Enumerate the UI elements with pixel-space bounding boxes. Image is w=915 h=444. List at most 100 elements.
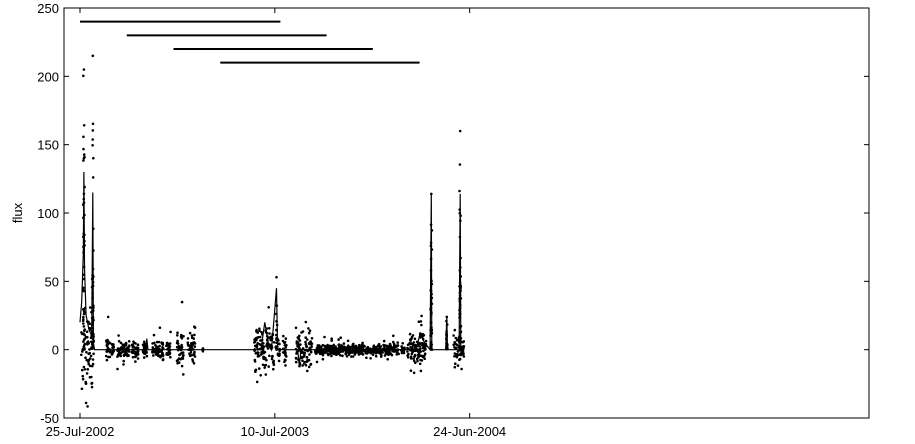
data-point xyxy=(454,347,457,350)
data-point xyxy=(304,320,308,324)
data-point xyxy=(418,335,422,339)
data-point xyxy=(456,350,460,353)
data-point xyxy=(158,354,161,358)
data-point xyxy=(87,360,90,364)
data-point xyxy=(307,327,310,330)
data-point xyxy=(328,352,331,355)
data-point xyxy=(274,345,278,349)
data-point xyxy=(445,333,448,337)
data-point xyxy=(416,344,420,348)
data-point xyxy=(82,338,86,341)
data-point xyxy=(126,354,129,358)
data-point xyxy=(330,344,333,348)
data-point xyxy=(192,362,196,365)
data-point xyxy=(412,341,416,344)
data-point xyxy=(91,318,95,322)
data-point xyxy=(345,355,349,358)
data-point xyxy=(400,351,404,355)
data-point xyxy=(301,347,305,351)
data-point xyxy=(85,350,88,354)
data-point xyxy=(134,352,138,355)
x-tick-label: 24-Jun-2004 xyxy=(433,424,506,439)
data-point xyxy=(325,348,328,352)
data-point xyxy=(304,360,307,364)
data-point xyxy=(81,347,85,351)
data-point xyxy=(419,369,423,373)
data-point xyxy=(82,365,86,369)
data-point xyxy=(395,353,399,356)
data-point xyxy=(91,316,95,319)
data-point xyxy=(255,345,259,349)
data-point xyxy=(254,368,258,372)
data-point xyxy=(258,329,261,333)
data-point xyxy=(344,347,347,351)
data-point xyxy=(91,296,94,300)
data-point xyxy=(270,337,274,340)
data-point xyxy=(417,351,421,355)
y-tick-label: 0 xyxy=(52,343,59,358)
data-point xyxy=(386,358,390,361)
data-point xyxy=(268,354,271,358)
data-point xyxy=(413,353,417,357)
data-point xyxy=(264,373,268,376)
data-point xyxy=(458,129,462,133)
data-point xyxy=(412,371,416,375)
data-point xyxy=(267,342,270,346)
x-axis: 25-Jul-2002 10-Jul-2003 24-Jun-2004 xyxy=(46,8,506,439)
data-point xyxy=(460,367,463,371)
data-point xyxy=(408,332,412,336)
data-point xyxy=(462,355,466,358)
data-point xyxy=(82,288,85,292)
data-point xyxy=(302,355,306,358)
data-point xyxy=(256,351,259,354)
data-point xyxy=(424,339,428,343)
data-point xyxy=(304,343,308,346)
data-point xyxy=(421,332,425,336)
data-point xyxy=(392,345,396,349)
data-point xyxy=(284,337,288,340)
data-point xyxy=(337,343,341,346)
data-point xyxy=(445,323,449,326)
data-point xyxy=(419,320,423,323)
data-point xyxy=(333,347,336,350)
data-point xyxy=(307,358,311,362)
data-point xyxy=(275,275,278,279)
data-point xyxy=(377,342,381,346)
data-point xyxy=(91,321,94,325)
data-point xyxy=(430,296,434,300)
data-point xyxy=(255,380,259,384)
data-point xyxy=(85,320,89,323)
data-point xyxy=(297,358,300,362)
data-point xyxy=(421,346,425,350)
data-point xyxy=(339,336,343,340)
data-point xyxy=(275,329,279,332)
data-point xyxy=(429,244,433,247)
data-point xyxy=(188,354,192,358)
data-point xyxy=(371,353,375,357)
data-point xyxy=(317,345,320,349)
data-point xyxy=(298,346,301,350)
data-point xyxy=(127,344,131,348)
data-point xyxy=(267,306,271,309)
data-point xyxy=(429,223,433,226)
data-point xyxy=(294,326,298,330)
data-point xyxy=(294,360,298,364)
data-point xyxy=(118,347,122,351)
data-point xyxy=(315,360,319,364)
data-point xyxy=(385,349,388,352)
data-point xyxy=(82,147,85,151)
data-point xyxy=(82,124,86,127)
data-point xyxy=(88,348,91,351)
data-point xyxy=(105,350,108,353)
data-point xyxy=(458,331,462,335)
data-point xyxy=(176,361,179,365)
data-point xyxy=(270,344,273,348)
data-point xyxy=(81,368,84,372)
data-point xyxy=(307,331,311,335)
data-point xyxy=(152,333,156,337)
data-point xyxy=(429,306,433,310)
data-point xyxy=(145,351,148,354)
data-point xyxy=(314,349,317,353)
data-point xyxy=(429,321,433,325)
